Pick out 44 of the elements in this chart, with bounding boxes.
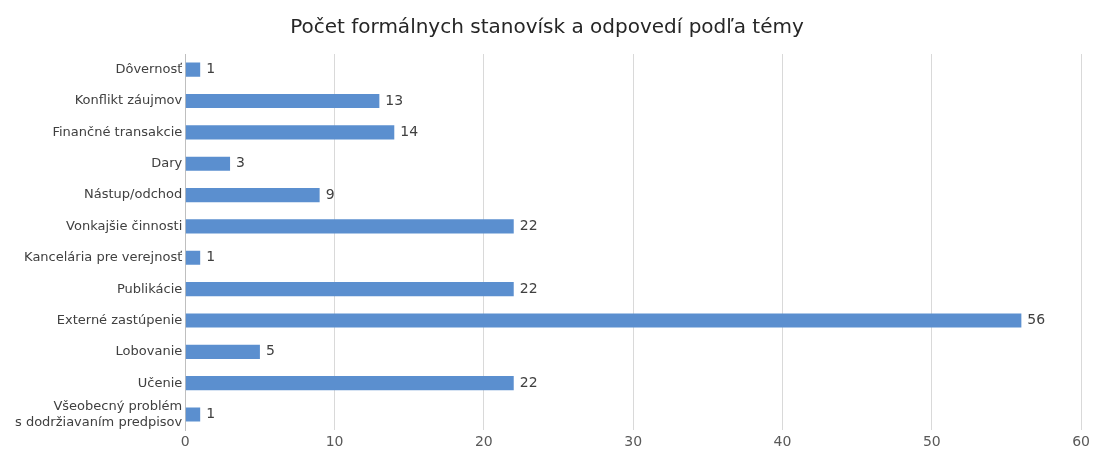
data-label: 1	[206, 248, 216, 265]
y-tick-label: Dary	[151, 155, 183, 171]
bar	[185, 282, 514, 297]
bar	[185, 344, 260, 359]
data-label: 5	[265, 342, 275, 359]
x-tick-label: 20	[474, 433, 493, 450]
y-tick-label: Kancelária pre verejnosť	[24, 249, 183, 265]
y-tick-label: Učenie	[137, 374, 183, 390]
bar	[185, 188, 320, 203]
bar	[185, 219, 514, 234]
x-tick-label: 40	[773, 433, 792, 450]
x-tick-label: 0	[180, 433, 190, 450]
chart-title: Počet formálnych stanovísk a odpovedí podľa témy	[290, 14, 804, 39]
x-tick-label: 60	[1072, 433, 1091, 450]
y-tick-label: Všeobecný problém s dodržiavaním predpisov	[15, 398, 183, 429]
data-label: 1	[206, 405, 216, 422]
x-tick-label: 10	[325, 433, 344, 450]
data-label: 13	[385, 91, 404, 108]
bar	[185, 313, 1022, 328]
bar	[185, 156, 231, 171]
data-label: 1	[206, 60, 216, 77]
x-tick-label: 50	[922, 433, 941, 450]
y-tick-label: Publikácie	[116, 280, 183, 296]
data-label: 22	[519, 373, 538, 390]
bar	[185, 376, 514, 391]
y-tick-label: Lobovanie	[115, 343, 183, 359]
y-tick-label: Finančné transakcie	[52, 123, 183, 139]
y-tick-label: Konflikt záujmov	[74, 92, 183, 108]
data-label: 56	[1027, 311, 1046, 328]
data-label: 14	[400, 123, 419, 140]
bar	[185, 62, 201, 77]
y-tick-label: Dôvernosť	[115, 61, 183, 77]
x-tick-label: 30	[624, 433, 643, 450]
y-tick-label: Externé zastúpenie	[56, 311, 183, 327]
data-label: 22	[519, 217, 538, 234]
bar	[185, 250, 201, 265]
data-label: 3	[236, 154, 245, 171]
data-label: 9	[325, 185, 335, 202]
bar	[185, 125, 395, 140]
bar	[185, 93, 380, 109]
bar	[185, 407, 201, 422]
y-tick-label: Nástup/odchod	[84, 186, 183, 202]
y-tick-label: Vonkajšie činnosti	[66, 217, 183, 233]
data-label: 22	[519, 279, 538, 296]
